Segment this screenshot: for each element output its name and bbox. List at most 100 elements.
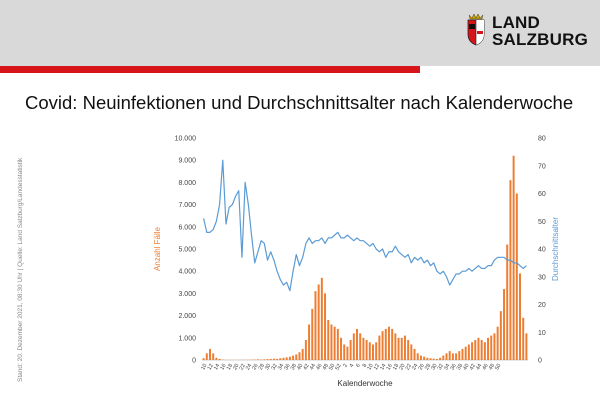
bar-cases: [205, 353, 208, 360]
x-tick-label: 22: [405, 363, 413, 371]
bar-cases: [320, 277, 323, 360]
bar-cases: [324, 293, 327, 360]
bar-cases: [416, 353, 419, 360]
x-tick-label: 4: [349, 363, 356, 369]
x-tick-label: 12: [207, 363, 215, 371]
bar-cases: [506, 244, 509, 360]
x-tick-label: 18: [392, 363, 400, 371]
source-note: Stand: 20. Dezember 2021, 08:30 Uhr | Qu…: [17, 157, 24, 382]
bar-cases: [311, 308, 314, 360]
bar-cases: [458, 351, 461, 360]
y1-tick-label: 8.000: [178, 180, 196, 187]
bar-cases: [349, 340, 352, 360]
bar-cases: [413, 348, 416, 360]
bar-cases: [288, 356, 291, 360]
x-tick-label: 16: [386, 363, 394, 371]
bar-cases: [467, 344, 470, 360]
x-tick-label: 10: [366, 363, 374, 371]
y1-tick-label: 5.000: [178, 247, 196, 254]
bar-cases: [442, 355, 445, 360]
bar-cases: [356, 328, 358, 360]
bar-cases: [445, 353, 448, 360]
bar-cases: [308, 324, 311, 360]
bar-cases: [448, 351, 451, 360]
bar-cases: [477, 337, 480, 360]
x-tick-label: 14: [379, 363, 387, 371]
y1-axis-label: Anzahl Fälle: [153, 226, 162, 271]
land-salzburg-logo[interactable]: LAND SALZBURG: [465, 12, 588, 52]
bar-cases: [372, 344, 374, 360]
bar-cases: [362, 337, 365, 360]
y1-tick-label: 6.000: [178, 224, 196, 231]
x-tick-label: 8: [362, 363, 369, 369]
bar-cases: [429, 358, 432, 360]
bar-cases: [387, 326, 390, 360]
x-tick-label: 10: [200, 363, 208, 371]
y2-tick-label: 40: [538, 247, 546, 254]
x-tick-label: 36: [283, 363, 291, 371]
bar-cases: [499, 311, 502, 360]
x-tick-label: 12: [373, 363, 381, 371]
y2-tick-label: 70: [538, 163, 546, 170]
x-tick-label: 46: [315, 363, 323, 371]
y1-tick-label: 10.000: [175, 136, 197, 143]
x-tick-label: 46: [482, 363, 490, 371]
y2-tick-label: 60: [538, 191, 546, 198]
bar-cases: [403, 335, 406, 360]
x-tick-label: 16: [219, 363, 227, 371]
x-tick-label: 48: [488, 363, 496, 371]
y1-tick-label: 9.000: [178, 158, 196, 165]
bar-cases: [202, 358, 205, 360]
x-tick-label: 30: [430, 363, 438, 371]
bar-cases: [314, 291, 317, 360]
bar-cases: [352, 333, 355, 360]
x-tick-label: 26: [418, 363, 426, 371]
bar-cases: [525, 333, 528, 360]
x-tick-label: 32: [437, 363, 445, 371]
bar-cases: [451, 353, 454, 360]
bar-cases: [490, 335, 493, 360]
x-tick-label: 28: [258, 363, 266, 371]
bar-cases: [397, 337, 400, 360]
bar-cases: [359, 333, 362, 360]
bar-cases: [522, 317, 525, 360]
x-tick-label: 24: [411, 363, 419, 371]
bar-cases: [276, 358, 279, 360]
bar-cases: [426, 357, 429, 360]
bar-cases: [461, 348, 464, 360]
bar-cases: [435, 358, 438, 360]
bar-cases: [455, 353, 458, 360]
x-tick-label: 20: [398, 363, 406, 371]
bar-cases: [365, 340, 368, 360]
y1-tick-label: 0: [192, 358, 196, 365]
x-tick-label: 44: [475, 363, 483, 371]
bar-cases: [375, 342, 378, 360]
x-tick-label: 24: [245, 363, 253, 371]
bar-cases: [394, 333, 397, 360]
bar-cases: [493, 333, 496, 360]
x-tick-label: 20: [232, 363, 240, 371]
bar-cases: [304, 340, 307, 360]
salzburg-crest-icon: [467, 13, 485, 46]
x-tick-label: 48: [322, 363, 330, 371]
x-tick-label: 32: [271, 363, 279, 371]
x-tick-label: 26: [251, 363, 259, 371]
y1-tick-label: 7.000: [178, 202, 196, 209]
x-tick-label: 38: [456, 363, 464, 371]
y2-tick-label: 50: [538, 219, 546, 226]
bar-cases: [474, 340, 477, 360]
x-tick-label: 18: [226, 363, 234, 371]
y2-axis-label: Durchschnittsalter: [551, 217, 560, 281]
x-tick-label: 42: [469, 363, 477, 371]
y2-tick-label: 0: [538, 358, 542, 365]
y1-tick-label: 2.000: [178, 313, 196, 320]
bar-cases: [298, 352, 301, 360]
x-tick-label: 36: [450, 363, 458, 371]
bar-cases: [317, 284, 320, 360]
bar-cases: [432, 358, 435, 360]
y2-tick-label: 80: [538, 136, 546, 143]
bar-cases: [256, 359, 259, 360]
bar-cases: [480, 340, 483, 360]
x-tick-label: 6: [355, 363, 362, 369]
bar-cases: [282, 357, 285, 360]
